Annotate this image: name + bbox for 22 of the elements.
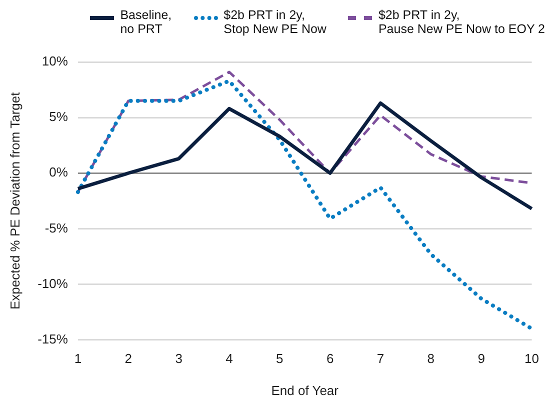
y-tick-label: -15% [38,331,68,346]
x-tick-label: 10 [524,351,540,366]
x-tick-label: 8 [427,351,435,366]
y-tick-label: -5% [44,220,68,236]
x-tick-label: 7 [376,351,384,366]
legend-label: $2b PRT in 2y, Pause New PE Now to EOY 2 [378,8,545,36]
line-series [76,78,534,331]
x-axis-title: End of Year [271,382,340,398]
x-tick-label: 6 [326,351,334,366]
legend-label: $2b PRT in 2y, Stop New PE Now [224,8,326,36]
legend-label: Baseline, no PRT [120,8,172,36]
y-tick-label: 0% [49,164,68,180]
y-tick-label: 10% [42,54,68,69]
x-tick-label: 3 [175,351,182,366]
x-tick-label: 2 [124,351,132,366]
y-tick-label: 5% [49,109,68,124]
x-tick-label: 4 [226,351,233,366]
x-tick-label: 1 [74,351,82,366]
x-tick-label: 9 [478,351,485,366]
x-tick-label: 5 [276,351,284,366]
y-axis-title: Expected % PE Deviation from Target [7,92,22,310]
y-tick-label: -10% [38,276,68,291]
